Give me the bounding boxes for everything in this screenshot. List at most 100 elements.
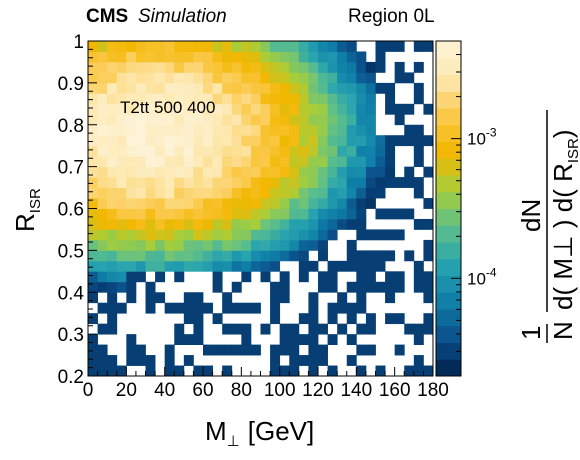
heatmap-cell bbox=[97, 323, 108, 335]
heatmap-cell bbox=[250, 93, 261, 105]
heatmap-cell bbox=[116, 51, 127, 63]
heatmap-cell bbox=[346, 156, 357, 168]
heatmap-cell bbox=[116, 260, 127, 272]
heatmap-cell bbox=[241, 260, 252, 272]
heatmap-cell bbox=[193, 166, 204, 178]
heatmap-cell bbox=[298, 177, 309, 188]
heatmap-cell bbox=[270, 229, 281, 241]
heatmap-cell bbox=[413, 145, 424, 157]
heatmap-cell bbox=[279, 323, 290, 335]
heatmap-cell bbox=[250, 72, 261, 84]
heatmap-cell bbox=[250, 124, 261, 136]
heatmap-cell bbox=[164, 208, 175, 220]
heatmap-cell bbox=[250, 166, 261, 178]
heatmap-cell bbox=[289, 124, 300, 136]
heatmap-cell bbox=[260, 177, 271, 188]
heatmap-cell bbox=[289, 323, 300, 335]
heatmap-cell bbox=[135, 124, 146, 136]
heatmap-cell bbox=[222, 61, 233, 73]
heatmap-cell bbox=[212, 198, 223, 209]
heatmap-cell bbox=[423, 281, 434, 293]
heatmap-cell bbox=[203, 103, 213, 115]
heatmap-cell bbox=[337, 177, 348, 188]
heatmap-cell bbox=[308, 334, 319, 345]
heatmap-cell bbox=[212, 51, 223, 63]
heatmap-cell bbox=[222, 218, 233, 230]
heatmap-cell bbox=[404, 166, 415, 178]
heatmap-cell bbox=[298, 187, 309, 199]
heatmap-cell bbox=[126, 103, 137, 115]
heatmap-cell bbox=[164, 82, 175, 94]
heatmap-cell bbox=[279, 292, 290, 304]
heatmap-cell bbox=[365, 93, 376, 105]
heatmap-cell bbox=[375, 281, 386, 293]
heatmap-cell bbox=[308, 51, 319, 63]
heatmap-cell bbox=[222, 344, 233, 356]
heatmap-cell bbox=[327, 51, 338, 63]
heatmap-cell bbox=[126, 61, 137, 73]
heatmap-cell bbox=[250, 260, 261, 272]
heatmap-cell bbox=[289, 51, 300, 63]
heatmap-cell bbox=[413, 41, 424, 52]
heatmap-cell bbox=[289, 103, 300, 115]
heatmap-cell bbox=[164, 145, 175, 157]
heatmap-cell bbox=[327, 271, 338, 283]
heatmap-cell bbox=[107, 114, 118, 126]
heatmap-cell bbox=[126, 229, 137, 241]
heatmap-cell bbox=[327, 82, 338, 94]
heatmap-cell bbox=[107, 93, 118, 105]
heatmap-cell bbox=[250, 177, 261, 188]
heatmap-cell bbox=[337, 187, 348, 199]
heatmap-cell bbox=[308, 365, 319, 377]
x-tick-label: 20 bbox=[116, 380, 137, 401]
heatmap-cell bbox=[270, 72, 281, 84]
heatmap-cell bbox=[413, 334, 424, 345]
heatmap-cell bbox=[241, 187, 252, 199]
heatmap-cell bbox=[270, 302, 281, 314]
heatmap-cell bbox=[327, 260, 338, 272]
heatmap-cell bbox=[413, 218, 424, 230]
heatmap-cell bbox=[97, 177, 108, 188]
heatmap-cell bbox=[241, 166, 252, 178]
heatmap-cell bbox=[107, 103, 118, 115]
heatmap-cell bbox=[135, 250, 146, 262]
heatmap-cell bbox=[279, 239, 290, 251]
heatmap-cell bbox=[327, 145, 338, 157]
heatmap-cell bbox=[365, 166, 376, 178]
heatmap-cell bbox=[270, 292, 281, 304]
heatmap-cell bbox=[413, 281, 424, 293]
heatmap-cell bbox=[174, 72, 185, 84]
heatmap-cell bbox=[298, 355, 309, 366]
heatmap-cell bbox=[308, 229, 319, 241]
heatmap-cell bbox=[88, 177, 98, 188]
heatmap-cell bbox=[289, 93, 300, 105]
heatmap-cell bbox=[308, 41, 319, 52]
heatmap-cell bbox=[193, 187, 204, 199]
y-tick-label: 0.8 bbox=[58, 116, 84, 137]
heatmap-cell bbox=[289, 177, 300, 188]
heatmap-cell bbox=[375, 208, 386, 220]
heatmap-cell bbox=[231, 208, 242, 220]
heatmap-cell bbox=[404, 124, 415, 136]
heatmap-cell bbox=[174, 124, 185, 136]
heatmap-cell bbox=[193, 313, 204, 325]
heatmap-cell bbox=[116, 114, 127, 126]
simulation-label: Simulation bbox=[138, 6, 227, 27]
colorbar-segment bbox=[436, 124, 461, 142]
heatmap-cell bbox=[365, 145, 376, 157]
heatmap-cell bbox=[135, 271, 146, 283]
heatmap-cell bbox=[174, 103, 185, 115]
heatmap-cell bbox=[231, 124, 242, 136]
heatmap-cell bbox=[126, 355, 137, 366]
heatmap-cell bbox=[155, 260, 166, 272]
heatmap-cell bbox=[327, 302, 338, 314]
heatmap-cells bbox=[88, 41, 434, 377]
heatmap-cell bbox=[413, 135, 424, 147]
heatmap-cell bbox=[107, 166, 118, 178]
heatmap-cell bbox=[164, 260, 175, 272]
heatmap-cell bbox=[203, 51, 213, 63]
heatmap-cell bbox=[231, 51, 242, 63]
heatmap-cell bbox=[423, 198, 434, 209]
heatmap-cell bbox=[88, 239, 98, 251]
heatmap-cell bbox=[231, 239, 242, 251]
